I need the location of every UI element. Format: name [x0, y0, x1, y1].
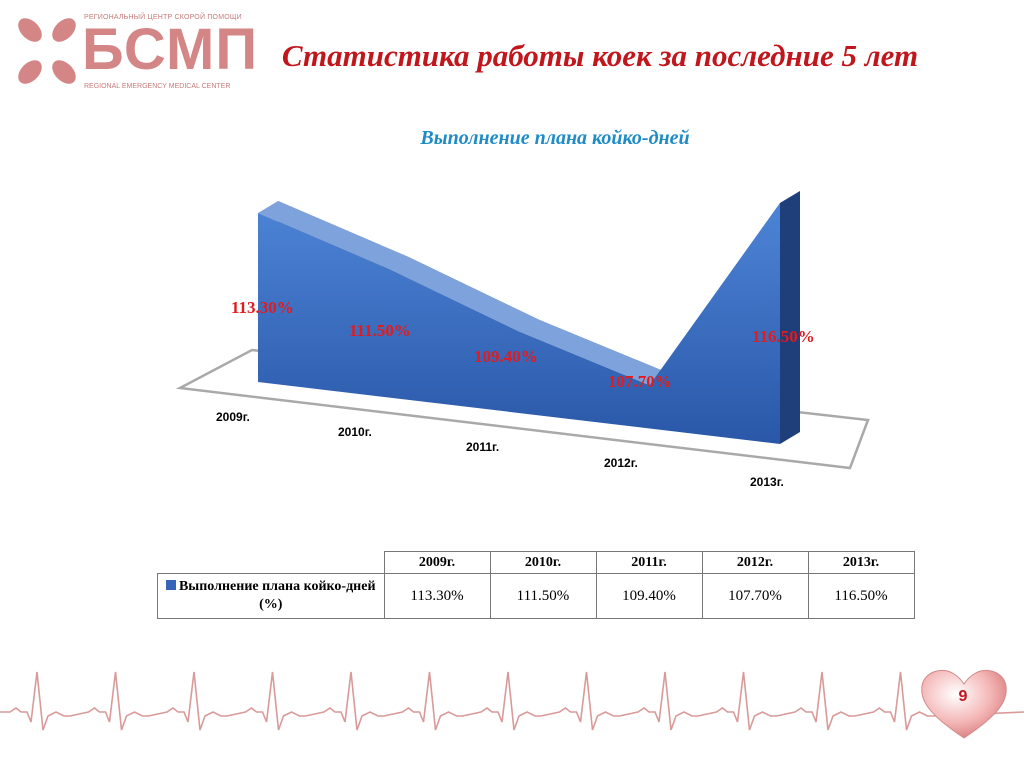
legend-swatch	[165, 580, 176, 590]
table-cell-2013: 116.50%	[807, 573, 915, 619]
page-title: Статистика работы коек за последние 5 ле…	[281, 38, 919, 73]
logo-main-text: БСМП	[82, 17, 259, 82]
area-right-side	[780, 191, 800, 444]
category-label-0: 2009г.	[216, 410, 250, 424]
heart-icon	[921, 670, 1007, 739]
logo	[18, 18, 76, 84]
area-chart: 113.30% 111.50% 109.40% 107.70% 116.50% 2009…	[175, 191, 870, 489]
table-corner	[157, 551, 385, 574]
table-row: Выполнение плана койко-дней (%) 113.30% …	[157, 573, 915, 619]
table-header-2012: 2012г.	[701, 551, 809, 574]
data-label-2: 109.40%	[474, 347, 538, 366]
table-header-row: 2009г. 2010г. 2011г. 2012г. 2013г.	[157, 551, 915, 574]
table-cell-2011: 109.40%	[595, 573, 703, 619]
table-row-label: Выполнение плана койко-дней (%)	[157, 573, 385, 619]
area-series	[258, 203, 780, 444]
logo-bottom-text: REGIONAL EMERGENCY MEDICAL CENTER	[84, 83, 231, 90]
category-label-2: 2011г.	[466, 440, 499, 454]
chart-title: Выполнение плана койко-дней	[420, 127, 690, 149]
table-header-2010: 2010г.	[489, 551, 597, 574]
table-cell-2009: 113.30%	[383, 573, 491, 619]
page-number: 9	[958, 688, 968, 705]
table-header-2011: 2011г.	[595, 551, 703, 574]
data-label-0: 113.30%	[231, 298, 294, 317]
table-cell-2012: 107.70%	[701, 573, 809, 619]
category-label-3: 2012г.	[604, 456, 638, 470]
ecg-line-icon	[0, 671, 1024, 731]
category-label-4: 2013г.	[750, 475, 784, 489]
table-cell-2010: 111.50%	[489, 573, 597, 619]
table-header-2009: 2009г.	[383, 551, 491, 574]
data-label-4: 116.50%	[752, 327, 815, 346]
data-label-1: 111.50%	[349, 321, 411, 340]
logo-top-text: РЕГИОНАЛЬНЫЙ ЦЕНТР СКОРОЙ ПОМОЩИ	[84, 14, 242, 21]
table-header-2013: 2013г.	[807, 551, 915, 574]
data-label-3: 107.70%	[608, 372, 672, 391]
category-label-1: 2010г.	[338, 425, 372, 439]
table-row-label-text: Выполнение плана койко-дней (%)	[178, 579, 376, 612]
data-table: 2009г. 2010г. 2011г. 2012г. 2013г. Выпол…	[157, 551, 915, 619]
cross-petals-icon	[18, 18, 76, 84]
